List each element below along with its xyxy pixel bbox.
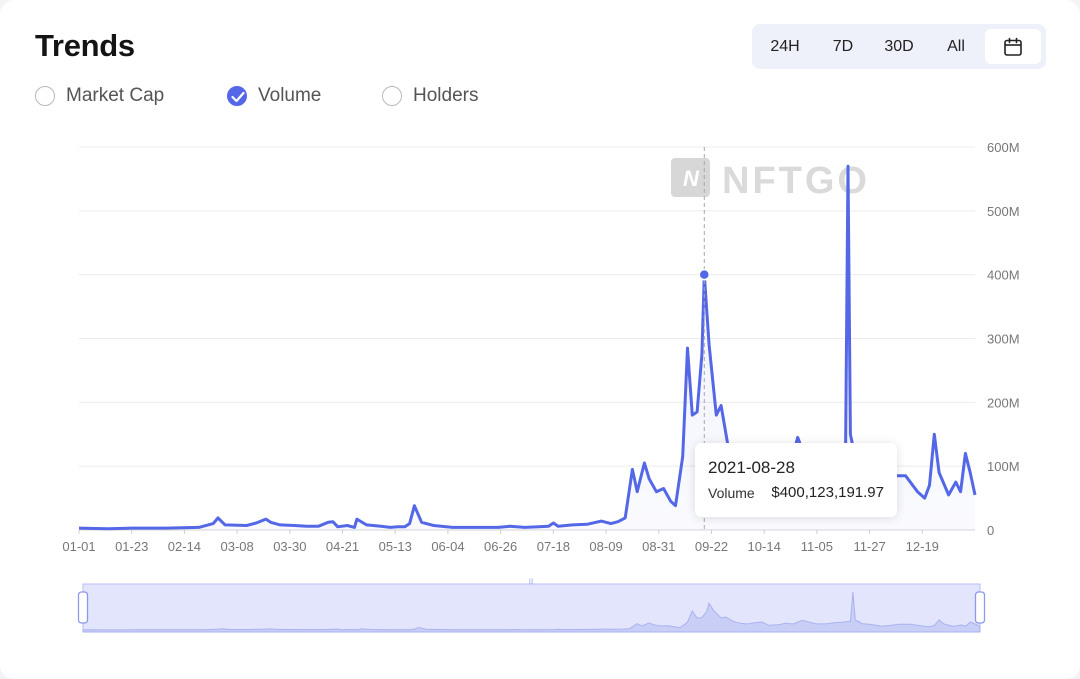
navigator-right-handle[interactable] xyxy=(974,591,986,624)
market-cap-label: Market Cap xyxy=(66,85,165,106)
x-tick-label: 07-18 xyxy=(537,539,570,554)
range-24h-button[interactable]: 24H xyxy=(770,38,800,55)
holders-label: Holders xyxy=(413,85,479,106)
x-tick-label: 06-04 xyxy=(431,539,464,554)
svg-text:N: N xyxy=(683,166,700,191)
y-tick-label: 500M xyxy=(987,204,1020,219)
y-tick-label: 400M xyxy=(987,268,1020,283)
page-title: Trends xyxy=(35,28,135,63)
time-range-selector: 24H 7D 30D All xyxy=(752,24,1046,69)
navigator-grip: ||| xyxy=(529,579,534,585)
range-all-button[interactable]: All xyxy=(947,38,965,55)
highlight-point xyxy=(698,268,711,281)
x-tick-label: 11-05 xyxy=(801,539,833,554)
x-tick-label: 06-26 xyxy=(484,539,517,554)
watermark-text: NFTGO xyxy=(722,160,870,202)
x-tick-label: 04-21 xyxy=(326,539,359,554)
metric-market-cap-option[interactable]: Market Cap xyxy=(35,84,164,108)
date-picker-button[interactable] xyxy=(985,29,1041,64)
x-tick-label: 05-13 xyxy=(379,539,412,554)
x-tick-label: 12-19 xyxy=(906,539,939,554)
tooltip-series-label: Volume xyxy=(708,485,755,501)
market-cap-radio[interactable] xyxy=(35,86,55,106)
navigator-left-handle[interactable] xyxy=(77,591,89,624)
x-tick-label: 03-30 xyxy=(273,539,306,554)
x-tick-label: 09-22 xyxy=(695,539,728,554)
x-tick-label: 01-23 xyxy=(115,539,148,554)
y-tick-label: 100M xyxy=(987,459,1020,474)
x-tick-label: 08-31 xyxy=(642,539,675,554)
calendar-icon xyxy=(1004,37,1022,56)
y-tick-label: 200M xyxy=(987,395,1020,410)
metric-holders-option[interactable]: Holders xyxy=(382,84,478,108)
metric-volume-option[interactable]: Volume xyxy=(227,84,321,108)
y-tick-label: 0 xyxy=(987,523,994,538)
x-tick-label: 08-09 xyxy=(589,539,622,554)
chart-tooltip: 2021-08-28 Volume $400,123,191.97 xyxy=(695,443,897,517)
volume-label: Volume xyxy=(258,85,322,106)
range-30d-button[interactable]: 30D xyxy=(884,38,914,55)
tooltip-value: $400,123,191.97 xyxy=(771,484,884,501)
x-tick-label: 01-01 xyxy=(62,539,95,554)
y-tick-label: 600M xyxy=(987,140,1020,155)
tooltip-date: 2021-08-28 xyxy=(708,458,795,477)
range-navigator[interactable]: ||| xyxy=(77,579,986,633)
x-tick-label: 10-14 xyxy=(748,539,781,554)
navigator-series xyxy=(82,591,981,633)
range-7d-button[interactable]: 7D xyxy=(832,38,854,55)
nftgo-watermark: N NFTGO xyxy=(671,158,870,202)
x-tick-label: 02-14 xyxy=(168,539,201,554)
x-tick-label: 11-27 xyxy=(853,539,885,554)
x-tick-label: 03-08 xyxy=(220,539,253,554)
check-icon xyxy=(231,91,245,103)
volume-radio[interactable] xyxy=(227,86,247,106)
holders-radio[interactable] xyxy=(382,86,402,106)
y-tick-label: 300M xyxy=(987,332,1020,347)
